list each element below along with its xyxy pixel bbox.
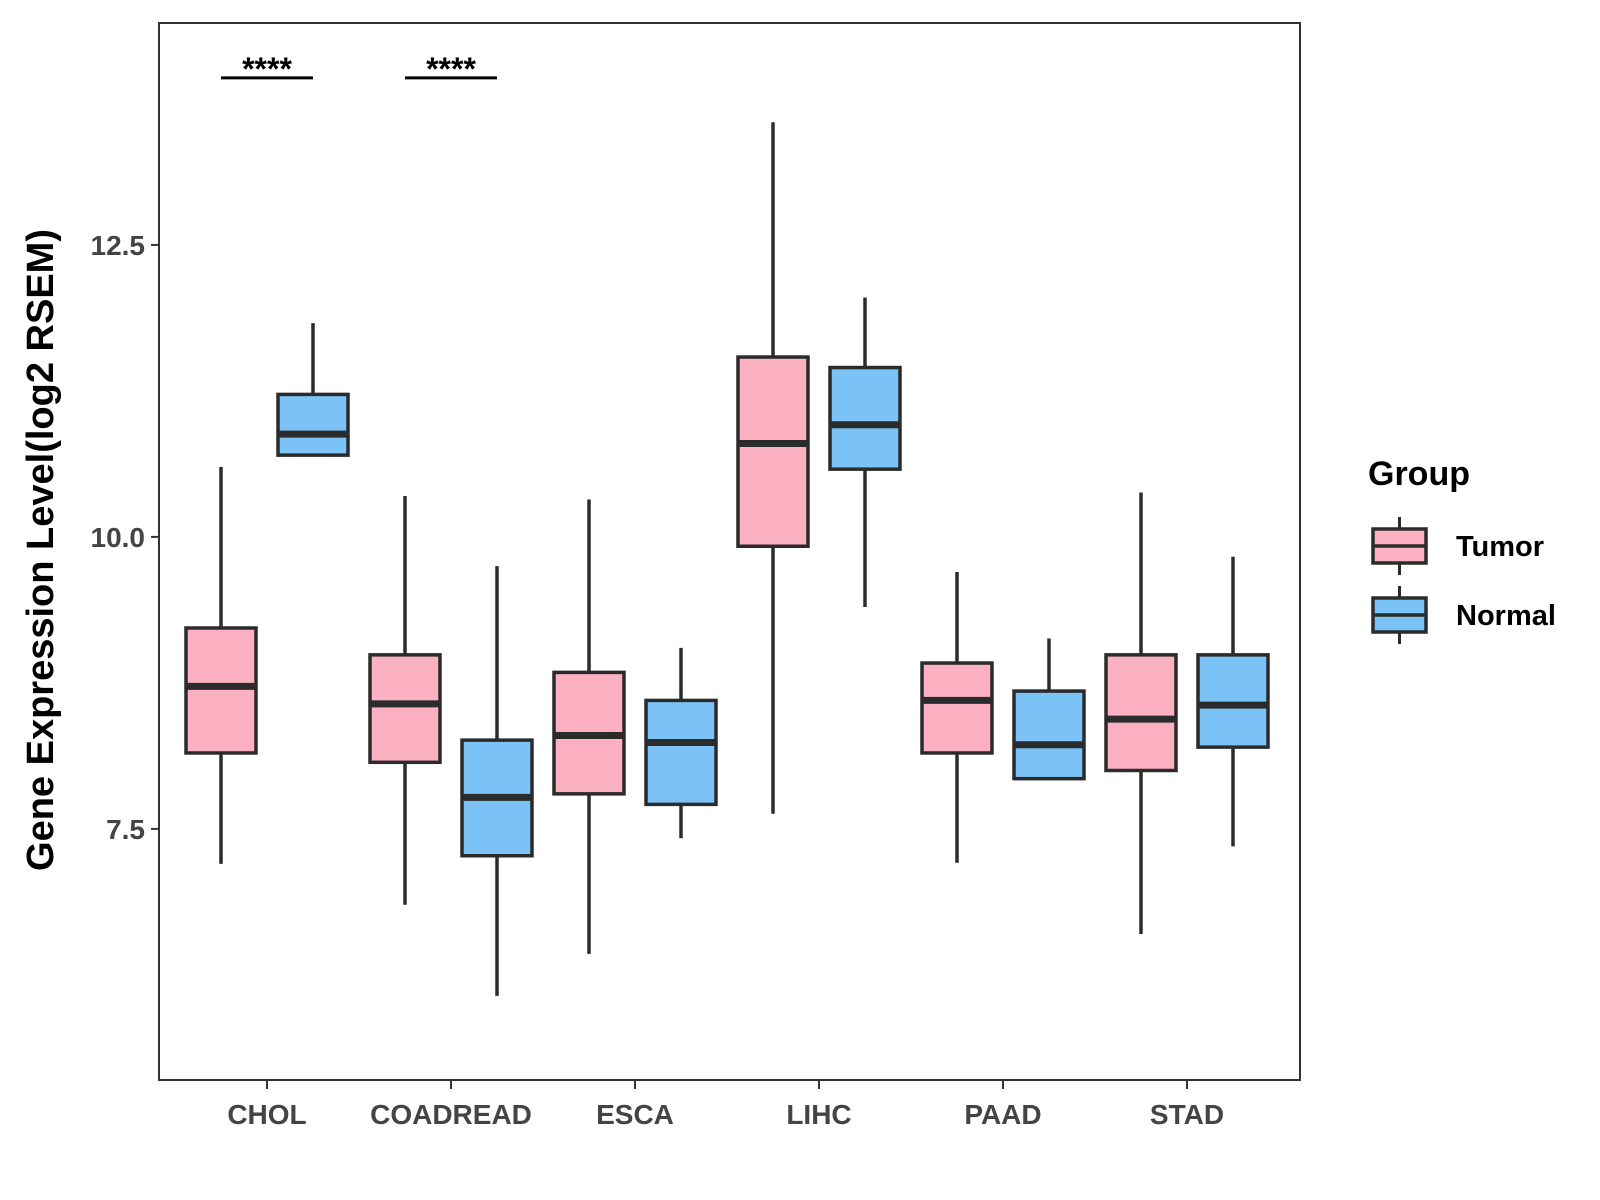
box-normal-chol — [276, 323, 350, 457]
box-tumor-stad — [1104, 492, 1178, 935]
box-body — [1196, 653, 1270, 749]
x-tick-label: CHOL — [227, 1099, 306, 1130]
x-tick-label: PAAD — [964, 1099, 1041, 1130]
box-body — [736, 355, 810, 548]
box-tumor-paad — [920, 571, 994, 863]
legend-title: Group — [1368, 455, 1470, 493]
box-body — [184, 626, 258, 755]
plot-panel-border — [158, 22, 1301, 1081]
chart-marks: **** **** — [184, 51, 1270, 996]
box-body — [828, 365, 902, 471]
significance-label: **** — [426, 51, 476, 87]
box-body — [276, 392, 350, 457]
legend-item-normal: Normal — [1371, 586, 1556, 644]
x-tick-label: STAD — [1150, 1099, 1224, 1130]
x-tick-label: LIHC — [786, 1099, 851, 1130]
y-axis-title: Gene Expression Level(log2 RSEM) — [20, 229, 62, 871]
significance-label: **** — [242, 51, 292, 87]
box-body — [1012, 689, 1086, 781]
y-tick-label: 10.0 — [91, 522, 146, 553]
box-tumor-esca — [552, 499, 626, 954]
box-body — [1104, 653, 1178, 773]
box-normal-esca — [644, 647, 718, 839]
legend-item-tumor: Tumor — [1371, 517, 1544, 575]
y-tick-label: 12.5 — [91, 230, 146, 261]
legend: Group Tumor Normal — [1368, 455, 1556, 644]
chart-axes: 7.5 10.0 12.5 CHOL COADREAD ESCA LIHC PAAD STAD — [91, 230, 1225, 1130]
box-normal-stad — [1196, 556, 1270, 847]
box-tumor-lihc — [736, 122, 810, 814]
box-normal-paad — [1012, 638, 1086, 781]
box-tumor-chol — [184, 466, 258, 864]
box-body — [368, 653, 442, 765]
box-body — [920, 661, 994, 755]
box-normal-coadread — [460, 566, 534, 996]
box-normal-lihc — [828, 297, 902, 607]
legend-label: Normal — [1456, 600, 1556, 632]
x-tick-label: ESCA — [596, 1099, 674, 1130]
box-tumor-coadread — [368, 496, 442, 905]
legend-label: Tumor — [1456, 531, 1544, 563]
y-tick-label: 7.5 — [106, 814, 145, 845]
x-tick-label: COADREAD — [370, 1099, 532, 1130]
box-body — [644, 698, 718, 807]
